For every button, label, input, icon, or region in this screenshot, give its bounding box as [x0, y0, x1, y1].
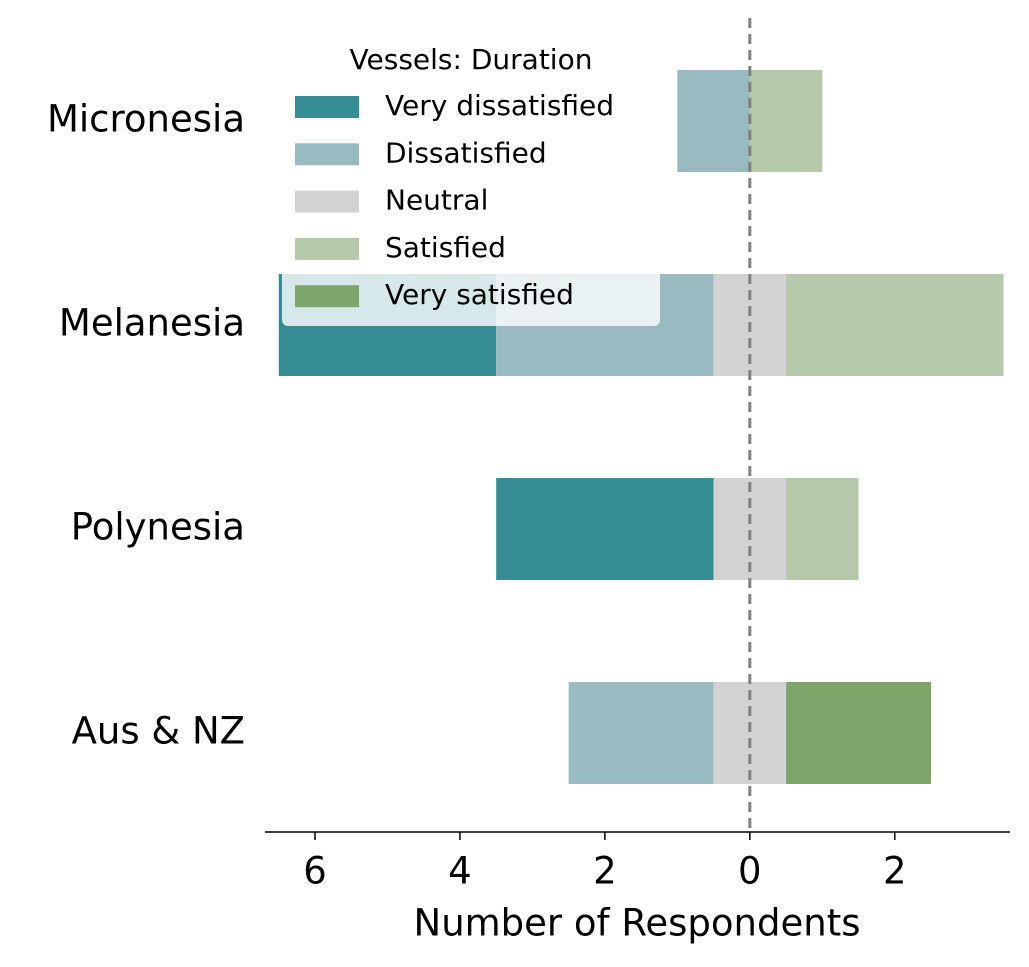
x-tick-label: 0	[738, 850, 762, 893]
bar	[496, 478, 714, 580]
legend-label: Very satisfied	[385, 278, 574, 311]
bar	[786, 682, 932, 784]
legend-swatch	[295, 143, 359, 166]
y-tick-label: Melanesia	[59, 302, 245, 345]
bar	[568, 682, 714, 784]
legend-title: Vessels: Duration	[350, 43, 593, 76]
x-tick-label: 2	[593, 850, 617, 893]
bar	[677, 70, 750, 172]
legend-swatch	[295, 190, 359, 213]
legend-label: Dissatisfied	[385, 136, 547, 169]
y-tick-label: Polynesia	[71, 506, 245, 549]
y-tick-label: Micronesia	[47, 98, 245, 141]
x-tick-label: 2	[883, 850, 907, 893]
legend-label: Neutral	[385, 184, 488, 217]
y-tick-label: Aus & NZ	[72, 710, 245, 753]
x-tick-label: 6	[303, 850, 327, 893]
legend-label: Satisfied	[385, 231, 506, 264]
legend-swatch	[295, 96, 359, 118]
legend-box	[282, 38, 660, 326]
x-axis-label: Number of Respondents	[414, 902, 861, 945]
bar	[786, 274, 1004, 376]
legend-swatch	[295, 237, 359, 260]
x-tick-label: 4	[448, 850, 472, 893]
legend-label: Very dissatisfied	[385, 89, 614, 122]
bar	[749, 70, 823, 172]
bar	[786, 478, 859, 580]
legend-swatch	[295, 285, 359, 308]
